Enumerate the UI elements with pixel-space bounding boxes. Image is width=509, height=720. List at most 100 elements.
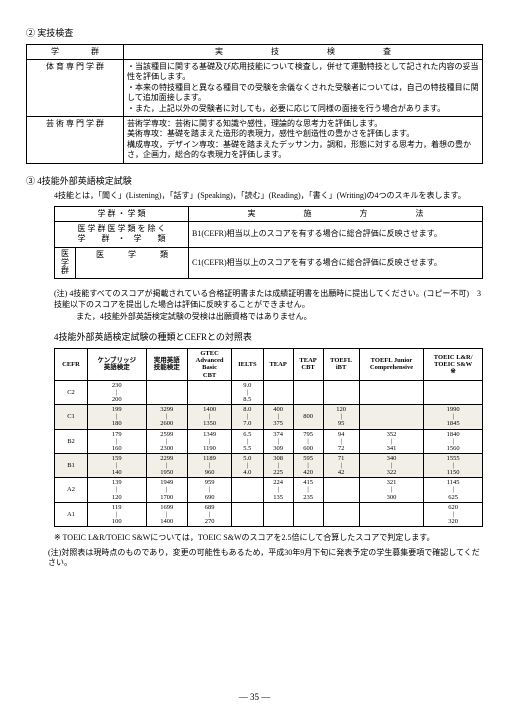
s3-note1: また，4技能外部英語検定試験の受検は出願資格ではありません。 [76,312,483,322]
matrix-cell: 795 | 600 [293,429,323,453]
matrix-cell: 352 | 341 [359,429,424,453]
matrix-cell [146,380,188,404]
matrix-cell: 308 | 225 [263,453,293,477]
matrix-cell: 179 | 160 [88,429,147,453]
matrix-cell: 3299 | 2600 [146,405,188,429]
matrix-row: C2230 | 200 9.0 | 8.5 [55,380,483,404]
s3-row1-group: 医学群 [55,247,76,278]
mh-0: CEFR [55,349,88,381]
mh-3: GTEC Advanced Basic CBT [188,349,232,381]
matrix-cell: 119 | 100 [88,502,147,526]
matrix-cell: 1555 | 1150 [424,453,483,477]
s3-row0-label: 医 学 群 医 学 類 を 除 く 学 群 ・ 学 類 [55,222,189,248]
matrix-cell [323,380,359,404]
matrix-cell: 1990 | 1845 [424,405,483,429]
s2-hdr-exam: 実 技 検 査 [124,44,483,59]
s3-row0-label-line2: 学 群 ・ 学 類 [58,234,185,244]
matrix-cell: 224 | 135 [263,478,293,502]
s2-row1-label: 芸 術 専 門 学 群 [27,117,124,164]
section2-title: ② 実技検査 [26,28,483,40]
matrix-cell [293,380,323,404]
matrix-cell: 620 | 320 [424,502,483,526]
matrix-row-cefr: C2 [55,380,88,404]
matrix-cell: 800 [293,405,323,429]
matrix-cell [293,502,323,526]
mh-4: IELTS [232,349,264,381]
footnote-1: (注)対照表は現時点のものであり，変更の可能性もあるため，平成30年9月下旬に発… [48,548,483,569]
matrix-cell: 374 | 309 [263,429,293,453]
matrix-cell: 689 | 270 [188,502,232,526]
matrix-cell: 9.0 | 8.5 [232,380,264,404]
s3-row1-label: 医 学 類 [76,247,189,278]
matrix-cell: 415 | 235 [293,478,323,502]
matrix-cell: 1840 | 1560 [424,429,483,453]
matrix-cell: 1189 | 960 [188,453,232,477]
matrix-cell: 321 | 300 [359,478,424,502]
cefr-matrix: CEFR ケンブリッジ 英語検定 実用英語 技能検定 GTEC Advanced… [54,348,483,527]
s3-hdr-method: 実 施 方 法 [189,206,483,221]
s3-note0: (注) 4技能すべてのスコアが掲載されている合格証明書または成績証明書を出願時に… [54,289,483,310]
matrix-row-cefr: B2 [55,429,88,453]
matrix-row-cefr: B1 [55,453,88,477]
matrix-cell [263,502,293,526]
section3-title: ③ 4技能外部英語検定試験 [26,176,483,188]
s3-row0-label-line1: 医 学 群 医 学 類 を 除 く [58,224,185,234]
matrix-row: C1199 | 1803299 | 26001400 | 13508.0 | 7… [55,405,483,429]
matrix-row: A2139 | 1201949 | 1700959 | 690 224 | 135… [55,478,483,502]
mh-9: TOEIC L&R/ TOEIC S&W ※ [424,349,483,381]
page-number: — 35 — [0,692,509,704]
matrix-cell: 8.0 | 7.0 [232,405,264,429]
matrix-row: B2179 | 1602599 | 23001349 | 11906.5 | 5… [55,429,483,453]
matrix-cell: 139 | 120 [88,478,147,502]
matrix-row: A1119 | 1001699 | 1400689 | 270 620 | 320 [55,502,483,526]
matrix-cell [263,380,293,404]
matrix-cell [188,380,232,404]
section3-table: 学 群 ・ 学 類 実 施 方 法 医 学 群 医 学 類 を 除 く 学 群 … [54,206,483,280]
s3-row0-content: B1(CEFR)相当以上のスコアを有する場合に総合評価に反映させます。 [189,222,483,248]
matrix-cell: 199 | 180 [88,405,147,429]
matrix-row-cefr: A1 [55,502,88,526]
matrix-cell: 400 | 375 [263,405,293,429]
s3-row1-content: C1(CEFR)相当以上のスコアを有する場合に総合評価に反映させます。 [189,247,483,278]
matrix-cell: 2299 | 1950 [146,453,188,477]
matrix-row: B1159 | 1402299 | 19501189 | 9605.0 | 4.… [55,453,483,477]
mh-2: 実用英語 技能検定 [146,349,188,381]
matrix-cell [424,380,483,404]
matrix-cell: 1400 | 1350 [188,405,232,429]
matrix-caption: 4技能外部英語検定試験の種類とCEFRとの対照表 [54,332,483,344]
s2-row1-content: 芸術学専攻：芸術に関する知識や感性，理論的な思考力を評価します。 美術専攻：基礎… [124,117,483,164]
matrix-cell [359,405,424,429]
matrix-cell: 1145 | 625 [424,478,483,502]
s2-row0-content: ・当該種目に関する基礎及び応用技能について検査し，併せて運動特技として記された内… [124,60,483,117]
matrix-cell [323,502,359,526]
matrix-cell [359,380,424,404]
s3-hdr-group: 学 群 ・ 学 類 [55,206,189,221]
section2-table: 学 群 実 技 検 査 体 育 専 門 学 群 ・当該種目に関する基礎及び応用技… [26,44,483,164]
matrix-cell: 94 | 72 [323,429,359,453]
matrix-cell [232,478,264,502]
matrix-cell: 71 | 42 [323,453,359,477]
matrix-cell: 159 | 140 [88,453,147,477]
matrix-cell: 5.0 | 4.0 [232,453,264,477]
section3-sub: 4技能とは，「聞く」(Listening)，「話す」(Speaking)，「読む… [54,191,483,201]
matrix-cell: 1949 | 1700 [146,478,188,502]
matrix-row-cefr: A2 [55,478,88,502]
matrix-cell: 959 | 690 [188,478,232,502]
mh-5: TEAP [263,349,293,381]
matrix-cell: 340 | 322 [359,453,424,477]
matrix-cell [232,502,264,526]
matrix-cell: 1699 | 1400 [146,502,188,526]
mh-7: TOEFL iBT [323,349,359,381]
matrix-cell: 120 | 95 [323,405,359,429]
matrix-cell: 230 | 200 [88,380,147,404]
mh-8: TOEFL Junior Comprehensive [359,349,424,381]
matrix-cell: 2599 | 2300 [146,429,188,453]
matrix-cell: 595 | 420 [293,453,323,477]
matrix-header-row: CEFR ケンブリッジ 英語検定 実用英語 技能検定 GTEC Advanced… [55,349,483,381]
s2-row0-label: 体 育 専 門 学 群 [27,60,124,117]
matrix-cell [359,502,424,526]
matrix-cell: 6.5 | 5.5 [232,429,264,453]
matrix-row-cefr: C1 [55,405,88,429]
matrix-cell: 1349 | 1190 [188,429,232,453]
mh-6: TEAP CBT [293,349,323,381]
